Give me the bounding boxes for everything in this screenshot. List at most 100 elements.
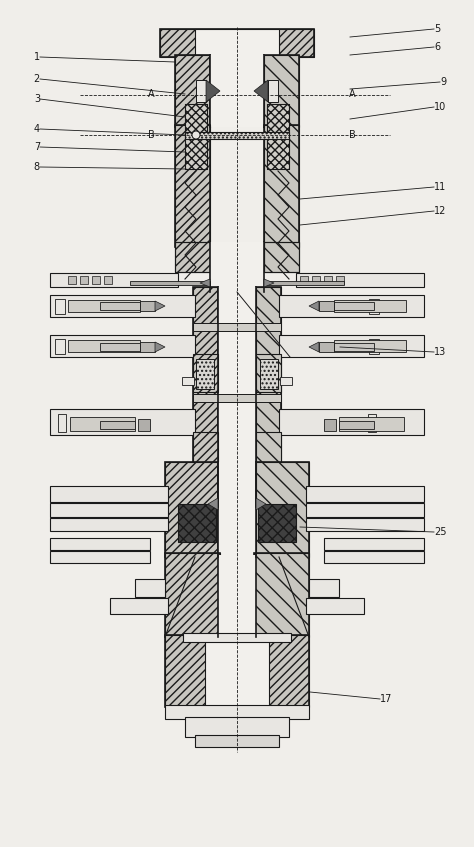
Bar xyxy=(300,276,308,284)
Bar xyxy=(264,242,299,272)
Bar xyxy=(50,503,168,517)
Bar xyxy=(193,432,218,467)
Bar xyxy=(306,486,424,502)
Bar xyxy=(205,635,269,707)
Polygon shape xyxy=(256,498,266,510)
Bar xyxy=(256,462,309,557)
Bar xyxy=(175,242,210,272)
Bar xyxy=(279,335,424,357)
Bar xyxy=(165,462,218,557)
Bar xyxy=(260,359,278,389)
Bar xyxy=(80,276,88,284)
Polygon shape xyxy=(155,301,165,311)
Bar xyxy=(256,462,309,557)
Bar xyxy=(193,287,218,507)
Bar xyxy=(268,80,278,102)
Bar xyxy=(296,273,424,287)
Bar xyxy=(50,518,168,531)
Text: 1: 1 xyxy=(34,52,40,62)
Bar xyxy=(195,735,279,747)
Text: 9: 9 xyxy=(440,77,446,87)
Bar xyxy=(183,633,291,642)
Bar xyxy=(264,125,299,247)
Text: A: A xyxy=(349,89,356,99)
Bar xyxy=(68,276,76,284)
Bar xyxy=(256,432,281,467)
Bar xyxy=(140,301,155,311)
Bar xyxy=(130,281,210,285)
Polygon shape xyxy=(309,301,319,311)
Bar xyxy=(218,462,256,557)
Bar xyxy=(369,299,379,314)
Bar xyxy=(280,377,292,385)
Bar xyxy=(140,342,155,352)
Bar xyxy=(258,504,296,542)
Polygon shape xyxy=(206,80,220,102)
Bar xyxy=(175,55,210,127)
Bar xyxy=(185,104,207,169)
Bar xyxy=(319,342,334,352)
Text: 10: 10 xyxy=(434,102,446,112)
Bar xyxy=(267,104,289,169)
Bar xyxy=(264,55,299,127)
Bar xyxy=(254,553,309,637)
Text: 2: 2 xyxy=(34,74,40,84)
Text: 7: 7 xyxy=(34,142,40,152)
Bar xyxy=(368,414,376,432)
Bar xyxy=(175,242,210,272)
Text: 12: 12 xyxy=(434,206,447,216)
Polygon shape xyxy=(254,80,268,102)
Bar xyxy=(339,417,404,431)
Bar xyxy=(196,80,206,102)
Text: 11: 11 xyxy=(434,182,446,192)
Bar xyxy=(324,538,424,550)
Bar xyxy=(279,409,424,435)
Text: B: B xyxy=(349,130,356,140)
Bar xyxy=(193,287,218,507)
Bar xyxy=(185,717,289,737)
Polygon shape xyxy=(208,498,218,510)
Bar xyxy=(160,29,314,57)
Bar xyxy=(193,354,218,392)
Bar xyxy=(110,598,168,614)
Bar xyxy=(193,394,281,402)
Bar xyxy=(58,414,66,432)
Bar xyxy=(334,343,374,351)
Bar xyxy=(50,551,150,563)
Bar xyxy=(256,287,281,507)
Bar xyxy=(50,335,195,357)
Bar xyxy=(306,518,424,531)
Bar xyxy=(334,302,374,310)
Text: A: A xyxy=(148,89,155,99)
Bar xyxy=(334,300,406,312)
Bar xyxy=(264,125,299,247)
Text: 8: 8 xyxy=(34,162,40,172)
Text: 25: 25 xyxy=(434,527,447,537)
Bar xyxy=(336,276,344,284)
Bar xyxy=(264,242,299,272)
Bar xyxy=(50,486,168,502)
Bar xyxy=(196,359,214,389)
Bar xyxy=(279,295,424,317)
Bar xyxy=(306,503,424,517)
Text: 4: 4 xyxy=(34,124,40,134)
Bar xyxy=(165,705,309,719)
Bar xyxy=(324,419,336,431)
Bar xyxy=(218,555,256,637)
Bar xyxy=(165,635,309,707)
Bar xyxy=(92,276,100,284)
Bar xyxy=(50,409,195,435)
Bar xyxy=(55,339,65,354)
Bar xyxy=(50,538,150,550)
Text: 17: 17 xyxy=(380,694,392,704)
Bar xyxy=(165,635,309,707)
Bar xyxy=(178,504,216,542)
Bar xyxy=(138,419,150,431)
Bar xyxy=(267,104,289,169)
Bar xyxy=(309,579,339,597)
Bar xyxy=(50,273,178,287)
Bar xyxy=(324,551,424,563)
Bar xyxy=(256,287,281,507)
Polygon shape xyxy=(309,342,319,352)
Circle shape xyxy=(192,131,200,139)
